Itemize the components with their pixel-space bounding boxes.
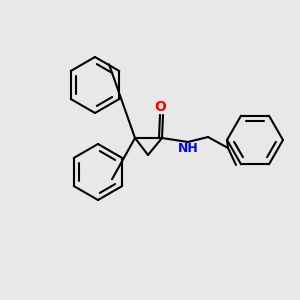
Text: NH: NH [178, 142, 198, 155]
Text: O: O [154, 100, 166, 114]
